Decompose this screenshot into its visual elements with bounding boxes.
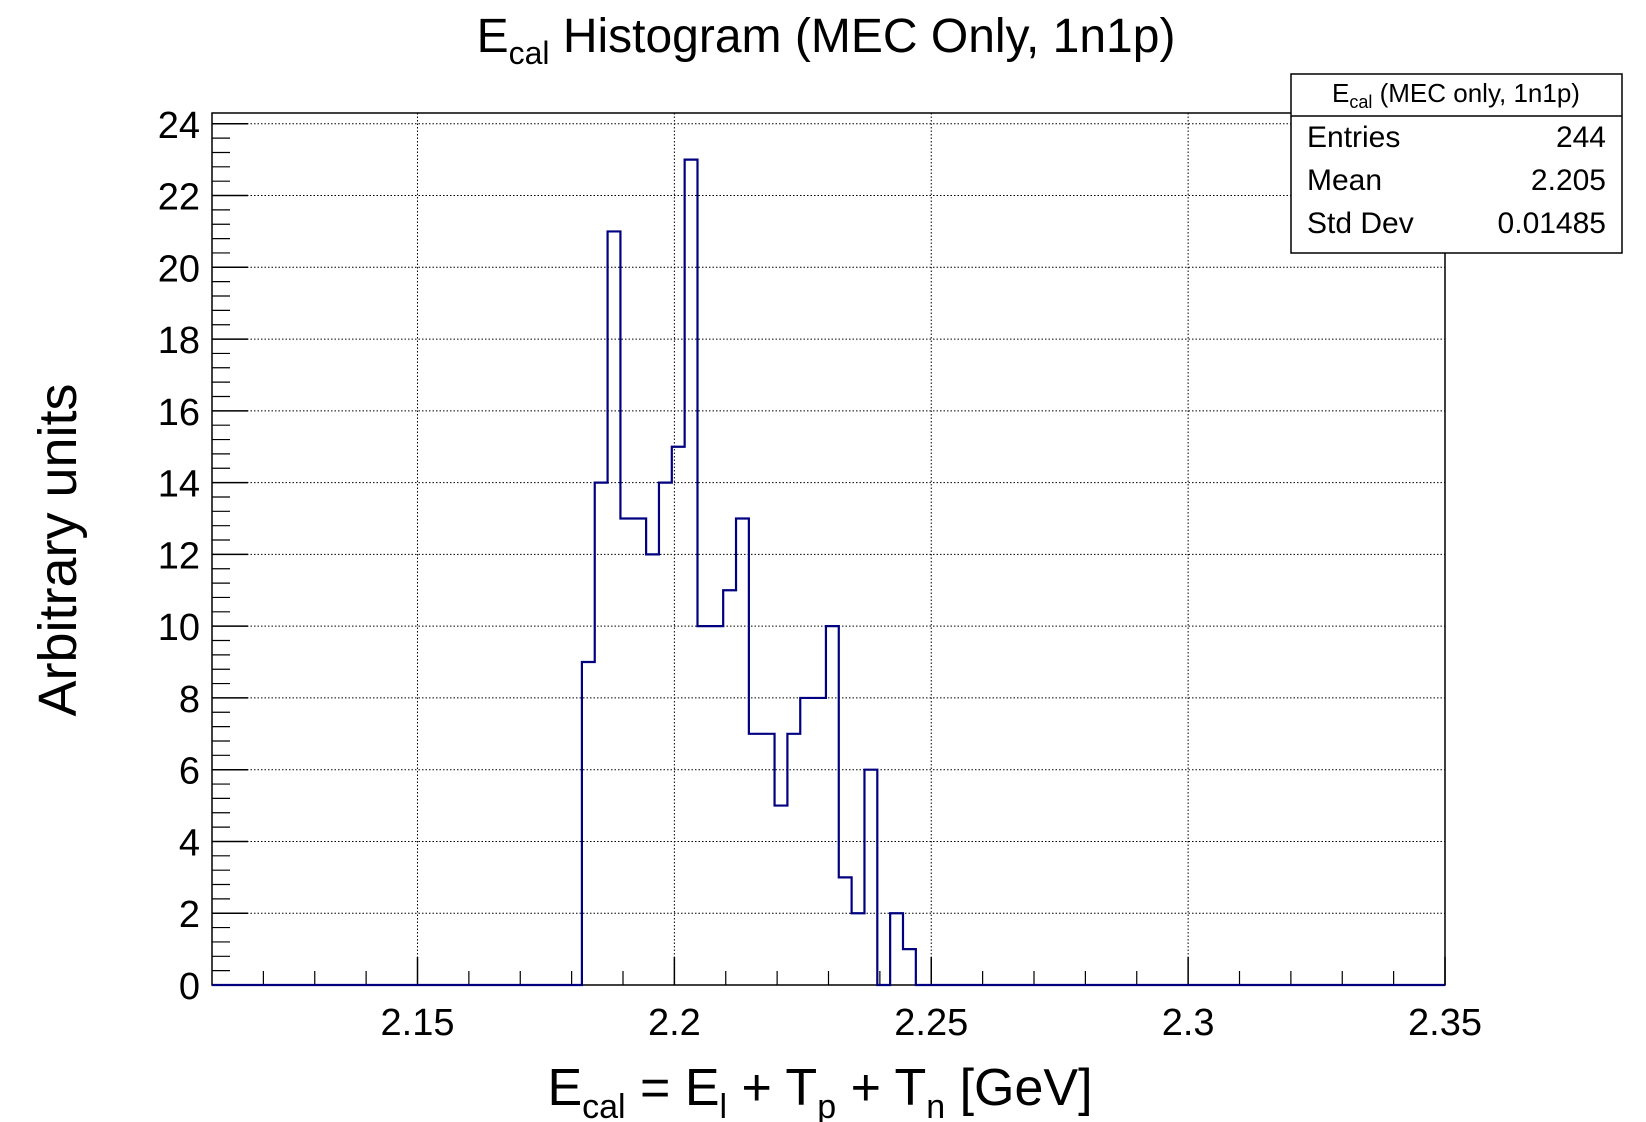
y-tick-label: 14 — [158, 464, 200, 506]
x-axis-label-part: E — [547, 1059, 582, 1117]
x-tick-label: 2.15 — [381, 1002, 455, 1044]
histogram-bin — [903, 949, 916, 985]
minor-ticks — [212, 137, 1395, 985]
y-tick-label: 4 — [179, 822, 200, 864]
histogram-bin — [672, 447, 685, 985]
x-axis-label: Ecal = El + Tp + Tn [GeV] — [547, 1059, 1092, 1122]
stats-box-frame — [1290, 73, 1623, 254]
stats-row-value: 244 — [1556, 121, 1606, 154]
histogram-bin — [775, 806, 788, 985]
histogram-bin — [608, 231, 621, 985]
chart-title-sub: cal — [509, 35, 550, 71]
histogram-bin — [659, 483, 672, 985]
stats-row-label: Mean — [1307, 164, 1382, 197]
histogram-bin — [787, 734, 800, 985]
histogram-bin — [595, 483, 608, 985]
histogram-outline — [212, 158, 1445, 987]
chart-title: Ecal Histogram (MEC Only, 1n1p) — [477, 10, 1176, 71]
y-axis-label: Arbitrary units — [28, 383, 88, 716]
histogram-bin — [826, 626, 839, 985]
y-tick-label: 6 — [179, 751, 200, 793]
x-tick-labels: 2.15 2.2 2.25 2.3 2.35 — [381, 1002, 1482, 1044]
stats-row-value: 2.205 — [1531, 164, 1606, 197]
grid-lines — [212, 113, 1445, 985]
stats-box: Ecal (MEC only, 1n1p) Entries 244 Mean 2.20… — [1290, 73, 1623, 254]
x-tick-label: 2.35 — [1408, 1002, 1482, 1044]
x-axis-label-part: [GeV] — [945, 1059, 1092, 1117]
histogram-bin — [864, 770, 877, 985]
x-axis-label-part: + T — [727, 1059, 817, 1117]
stats-box-title: Ecal (MEC only, 1n1p) — [1332, 78, 1580, 112]
histogram-bin — [736, 518, 749, 985]
y-tick-label: 24 — [158, 105, 200, 147]
chart-title-rest: Histogram (MEC Only, 1n1p) — [549, 10, 1175, 63]
histogram-bin — [582, 662, 595, 985]
stats-row-label: Entries — [1307, 121, 1400, 154]
x-axis-label-subscript: p — [817, 1088, 836, 1122]
histogram-bin — [723, 590, 736, 985]
y-tick-label: 16 — [158, 392, 200, 434]
y-tick-label: 12 — [158, 535, 200, 577]
histogram-bin — [697, 626, 723, 985]
histogram-bin — [852, 913, 865, 985]
chart-title-main: E — [477, 10, 509, 63]
y-tick-label: 22 — [158, 177, 200, 219]
histogram-bin — [749, 734, 775, 985]
x-tick-label: 2.3 — [1162, 1002, 1215, 1044]
x-axis-label-part: = E — [626, 1059, 720, 1117]
histogram-bin — [620, 518, 646, 985]
y-tick-label: 0 — [179, 966, 200, 1008]
y-tick-label: 18 — [158, 320, 200, 362]
x-axis-label-subscript: n — [926, 1088, 945, 1122]
x-tick-label: 2.25 — [894, 1002, 968, 1044]
stats-row-value: 0.01485 — [1498, 207, 1606, 240]
stats-rows: Entries 244 Mean 2.205 Std Dev 0.01485 — [1307, 121, 1606, 240]
x-axis-label-part: + T — [836, 1059, 926, 1117]
x-axis-label-subscript: cal — [582, 1088, 625, 1122]
stats-row-label: Std Dev — [1307, 207, 1414, 240]
histogram-bin — [839, 877, 852, 985]
histogram-bin — [890, 913, 903, 985]
stats-title-main: E — [1332, 78, 1349, 108]
stats-title-rest: (MEC only, 1n1p) — [1372, 78, 1580, 108]
plot-frame — [211, 112, 1446, 986]
y-tick-label: 2 — [179, 894, 200, 936]
histogram-bin — [685, 160, 698, 985]
x-tick-label: 2.2 — [648, 1002, 701, 1044]
y-tick-label: 8 — [179, 679, 200, 721]
y-tick-label: 10 — [158, 607, 200, 649]
y-tick-label: 20 — [158, 248, 200, 290]
stats-title-sub: cal — [1349, 92, 1372, 112]
x-axis-label-subscript: l — [720, 1088, 728, 1122]
